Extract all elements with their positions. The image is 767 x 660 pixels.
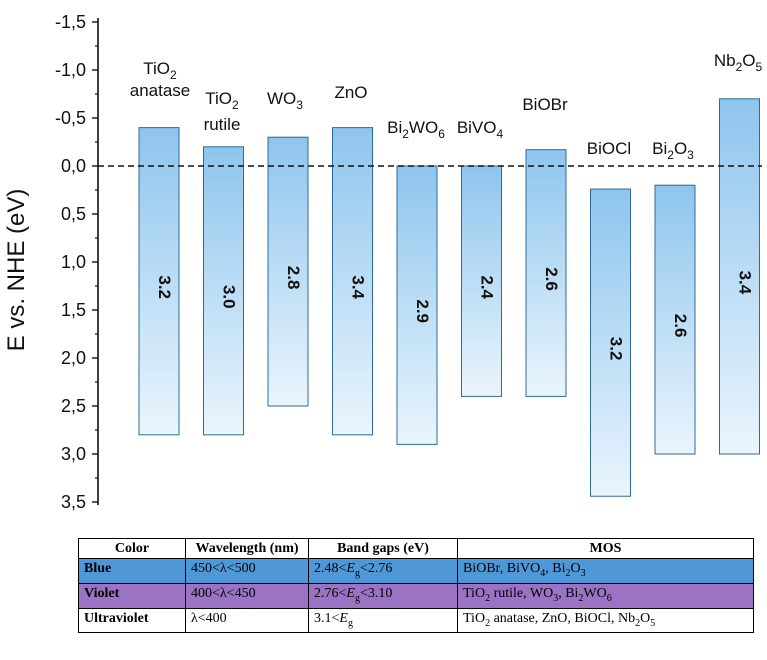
y-axis-ticks: -1,5 -1,0 -0,5 0,0 0,5 1,0 1,5 2,0 2,5 3,0 3,5: [55, 12, 98, 512]
band-bar: [138, 127, 180, 436]
cell-wavelength: 450<λ<500: [185, 558, 309, 584]
y-tick-label: 0,0: [61, 156, 86, 176]
material-name: TiO2: [143, 59, 177, 82]
y-tick-label: -1,5: [55, 12, 86, 32]
band-gap-label: 3.4: [736, 271, 755, 295]
y-tick-label: -1,0: [55, 60, 86, 80]
band-bar: [719, 98, 760, 455]
material-name: Nb2O5: [714, 51, 763, 74]
material-name: BiOCl: [587, 139, 631, 158]
table-row: Violet 400<λ<450 2.76<Eg<3.10 TiO2 rutile, …: [78, 582, 754, 609]
cell-band-gap: 2.76<Eg<3.10: [308, 582, 458, 609]
header-mos: MOS: [457, 538, 754, 559]
cell-wavelength: 400<λ<450: [185, 582, 309, 609]
material-name: TiO2: [205, 89, 239, 112]
band-bar: [332, 127, 373, 436]
band-gap-label: 2.6: [671, 314, 690, 338]
cell-band-gap: 2.48<Eg<2.76: [308, 558, 458, 584]
band-gap-label: 2.6: [542, 267, 561, 291]
material-name: ZnO: [334, 83, 367, 102]
band-bar: [267, 136, 309, 407]
cell-mos: BiOBr, BiVO4, Bi2O3: [457, 558, 754, 584]
band-gap-label: 2.8: [284, 266, 303, 290]
band-gap-label: 3.2: [155, 275, 174, 299]
y-tick-label: 2,0: [61, 348, 86, 368]
band-bar: [396, 165, 438, 445]
band-bar: [654, 184, 696, 455]
header-wavelength: Wavelength (nm): [185, 538, 309, 559]
y-tick-label: 3,0: [61, 444, 86, 464]
material-name: Bi2O3: [652, 139, 694, 162]
cell-mos: TiO2 anatase, ZnO, BiOCl, Nb2O5: [457, 607, 754, 634]
y-axis-title: E vs. NHE (eV): [3, 189, 30, 352]
cell-color: Blue: [78, 558, 186, 584]
band-gap-label: 2.4: [478, 275, 497, 299]
y-tick-label: 0,5: [61, 204, 86, 224]
header-band-gaps: Band gaps (eV): [308, 538, 458, 559]
band-gap-label: 3.4: [349, 275, 368, 299]
cell-band-gap: 3.1<Eg: [308, 607, 458, 634]
band-bar: [461, 165, 502, 397]
material-phase: anatase: [130, 81, 191, 100]
material-name: Bi2WO6: [387, 118, 445, 141]
header-color: Color: [78, 538, 186, 559]
band-gap-label: 3.2: [607, 337, 626, 361]
cell-mos: TiO2 rutile, WO3, Bi2WO6: [457, 582, 754, 609]
table-row: Ultraviolet λ<400 3.1<Eg TiO2 anatase, ZnO,…: [78, 607, 754, 634]
cell-wavelength: λ<400: [185, 607, 309, 634]
cell-color: Ultraviolet: [78, 607, 186, 634]
material-name: BiVO4: [457, 118, 504, 141]
y-tick-label: -0,5: [55, 108, 86, 128]
y-tick-label: 1,5: [61, 300, 86, 320]
band-gap-label: 2.9: [413, 299, 432, 323]
band-bar: [203, 146, 244, 436]
band-gap-chart: E vs. NHE (eV) -1,5 -1,0 -0,5 0,0 0,5 1,0 1,5 2…: [3, 12, 763, 512]
material-phase: rutile: [204, 115, 241, 134]
band-gap-label: 3.0: [220, 285, 239, 309]
wavelength-table: Color Wavelength (nm) Band gaps (eV) MOS…: [78, 538, 754, 634]
bars: 3.2 3.0 2.8 3.4 2.9 2.4 2.6 3.2 2.6 3.4: [138, 98, 760, 497]
y-tick-label: 1,0: [61, 252, 86, 272]
material-name: BiOBr: [522, 95, 568, 114]
y-tick-label: 3,5: [61, 492, 86, 512]
table-row: Blue 450<λ<500 2.48<Eg<2.76 BiOBr, BiVO4, B…: [78, 558, 754, 584]
band-bar: [590, 188, 631, 497]
cell-color: Violet: [78, 582, 186, 609]
material-name: WO3: [267, 89, 303, 112]
band-bar: [525, 149, 567, 397]
y-tick-label: 2,5: [61, 396, 86, 416]
table-header-row: Color Wavelength (nm) Band gaps (eV) MOS: [78, 538, 754, 559]
